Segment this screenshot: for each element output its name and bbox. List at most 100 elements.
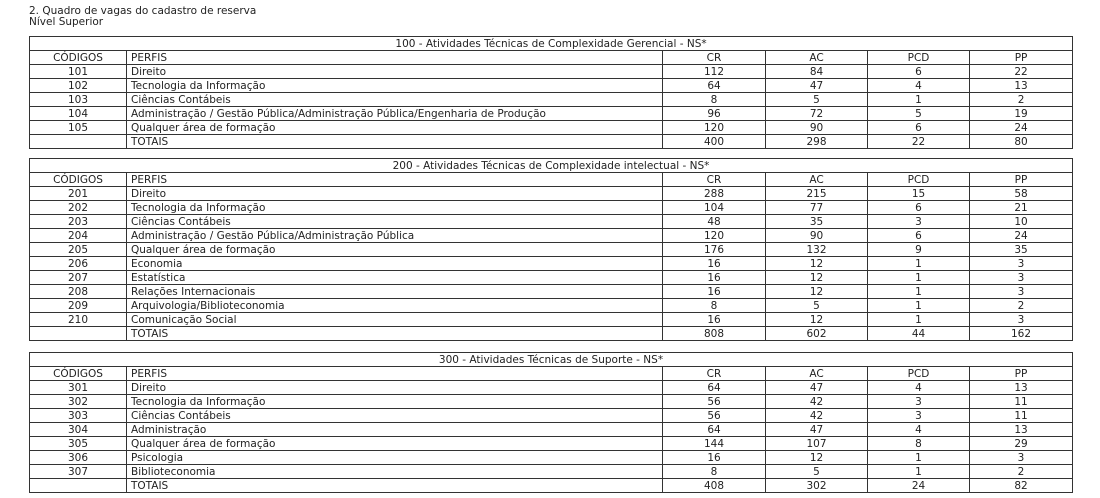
table-cell: 6 [867,228,970,243]
vacancy-table-2: 200 - Atividades Técnicas de Complexidad… [28,158,1074,341]
table-cell [29,478,127,493]
table-cell: 307 [29,464,127,479]
table-cell: 102 [29,78,127,93]
table-cell: 204 [29,228,127,243]
table-cell: Psicologia [126,450,663,465]
table-cell: 80 [968,134,1074,149]
table-title-row: 300 - Atividades Técnicas de Suporte - N… [29,352,1073,367]
table-cell: 2 [969,464,1073,479]
table-title-row: 100 - Atividades Técnicas de Complexidad… [28,36,1074,51]
table-cell: TOTAIS [126,326,663,341]
table-row: 305 Qualquer área de formação 144 107 8 29 [29,436,1073,451]
table-cell: 3 [867,214,970,229]
table-cell: 13 [968,78,1074,93]
table-cell: 120 [662,120,766,135]
table-cell: 104 [29,106,127,121]
table-cell: 77 [765,200,868,215]
table-row: 203 Ciências Contábeis 48 35 3 10 [29,214,1074,229]
column-header: PCD [867,366,970,381]
table-cell: 64 [662,422,766,437]
table-cell: Economia [126,256,663,271]
table-cell: 3 [968,312,1074,327]
table-cell: 105 [29,120,127,135]
table-cell: 21 [968,200,1074,215]
table-cell: 19 [968,106,1074,121]
table-title: 300 - Atividades Técnicas de Suporte - N… [29,352,1073,367]
table-cell: 82 [969,478,1073,493]
table-cell: Tecnologia da Informação [126,394,663,409]
table-row: 209 Arquivologia/Biblioteconomia 8 5 1 2 [29,298,1074,313]
table-cell: Estatística [126,270,663,285]
table-cell: 202 [29,200,127,215]
table-cell: 58 [968,186,1074,201]
table-cell: Administração [126,422,663,437]
table-cell: 207 [29,270,127,285]
column-header: CR [662,366,766,381]
section-title: 2. Quadro de vagas do cadastro de reserv… [29,5,257,17]
table-cell: 206 [29,256,127,271]
table-cell: 64 [662,78,766,93]
table-row: 206 Economia 16 12 1 3 [29,256,1074,271]
table-cell: Ciências Contábeis [126,92,663,107]
totals-row: TOTAIS 408 302 24 82 [29,478,1073,493]
table-row: 201 Direito 288 215 15 58 [29,186,1074,201]
table-cell: 6 [867,120,970,135]
column-header: CÓDIGOS [29,50,127,65]
table-cell: 16 [662,450,766,465]
table-cell: 5 [765,464,868,479]
table-row: 101 Direito 112 84 6 22 [29,64,1074,79]
table-row: 304 Administração 64 47 4 13 [29,422,1073,437]
table-cell: 47 [765,422,868,437]
totals-row: TOTAIS 400 298 22 80 [29,134,1074,149]
table-cell: Biblioteconomia [126,464,663,479]
column-header: CR [662,50,766,65]
table-header-row: CÓDIGOS PERFIS CR AC PCD PP [29,50,1074,65]
table-cell: 302 [765,478,868,493]
table-cell: 35 [968,242,1074,257]
table-row: 105 Qualquer área de formação 120 90 6 24 [29,120,1074,135]
table-cell: 2 [968,92,1074,107]
table-cell: 6 [867,64,970,79]
table-cell: 3 [968,284,1074,299]
table-row: 103 Ciências Contábeis 8 5 1 2 [29,92,1074,107]
table-cell: 3 [968,256,1074,271]
table-row: 102 Tecnologia da Informação 64 47 4 13 [29,78,1074,93]
table-cell: 8 [662,92,766,107]
table-cell: 3 [969,450,1073,465]
table-cell: Direito [126,380,663,395]
table-cell: Relações Internacionais [126,284,663,299]
table-cell: 305 [29,436,127,451]
table-cell: Administração / Gestão Pública/Administr… [126,106,663,121]
table-cell: 1 [867,284,970,299]
table-cell: 13 [969,380,1073,395]
table-cell: Qualquer área de formação [126,242,663,257]
table-row: 306 Psicologia 16 12 1 3 [29,450,1073,465]
table-cell: Ciências Contábeis [126,408,663,423]
table-cell: 215 [765,186,868,201]
column-header: AC [765,172,868,187]
vacancy-table-1: 100 - Atividades Técnicas de Complexidad… [28,36,1074,149]
column-header: AC [765,50,868,65]
table-cell: 84 [765,64,868,79]
table-cell: 16 [662,256,766,271]
table-cell: 208 [29,284,127,299]
table-cell: Tecnologia da Informação [126,200,663,215]
table-cell: 11 [969,394,1073,409]
table-cell: 22 [968,64,1074,79]
table-cell: 3 [968,270,1074,285]
table-cell: 8 [867,436,970,451]
table-cell: 12 [765,256,868,271]
table-title: 200 - Atividades Técnicas de Complexidad… [28,158,1074,173]
table-cell: 12 [765,312,868,327]
table-cell: Tecnologia da Informação [126,78,663,93]
table-cell: Comunicação Social [126,312,663,327]
table-header-row: CÓDIGOS PERFIS CR AC PCD PP [29,366,1073,381]
table-row: 307 Biblioteconomia 8 5 1 2 [29,464,1073,479]
table-cell: 302 [29,394,127,409]
section-subtitle: Nível Superior [29,16,104,28]
totals-row: TOTAIS 808 602 44 162 [29,326,1074,341]
table-cell: 48 [662,214,766,229]
column-header: AC [765,366,868,381]
table-cell: 408 [662,478,766,493]
table-cell: 104 [662,200,766,215]
